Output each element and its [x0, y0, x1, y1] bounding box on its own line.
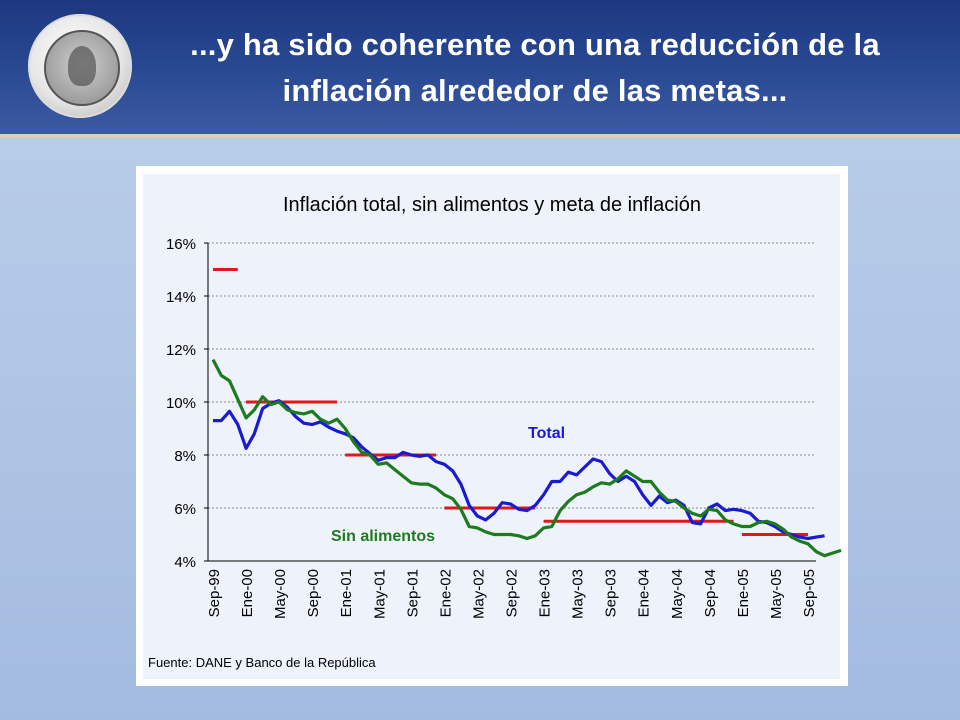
- series-line-sin-alimentos: [211, 358, 842, 558]
- x-tick-label: Sep-05: [801, 569, 818, 617]
- series-label-total: Total: [528, 425, 565, 442]
- y-axis-ticks: 4% 6% 8% 10% 12% 14% 16%: [166, 236, 816, 571]
- x-tick-label: Ene-00: [239, 569, 256, 617]
- chart-source: Fuente: DANE y Banco de la República: [148, 655, 376, 670]
- y-tick-label: 6%: [174, 501, 196, 518]
- meta-series: [213, 268, 808, 536]
- x-tick-label: Sep-02: [504, 569, 521, 617]
- x-tick-label: Sep-04: [702, 569, 719, 617]
- series-lines: [211, 358, 842, 558]
- x-tick-label: Ene-05: [735, 569, 752, 617]
- grid-lines: [208, 242, 816, 509]
- x-tick-label: Sep-99: [206, 569, 223, 617]
- x-tick-label: May-00: [272, 569, 289, 619]
- x-tick-label: May-03: [570, 569, 587, 619]
- y-tick-label: 4%: [174, 554, 196, 571]
- x-tick-label: May-02: [470, 569, 487, 619]
- header-divider: [0, 134, 960, 138]
- chart-title: Inflación total, sin alimentos y meta de…: [283, 194, 701, 216]
- x-tick-label: Sep-03: [603, 569, 620, 617]
- x-axis-ticks: Sep-99 Ene-00 May-00 Sep-00 Ene-01 May-01 Sep-…: [206, 569, 818, 619]
- y-tick-label: 10%: [166, 395, 196, 412]
- x-tick-label: Sep-01: [404, 569, 421, 617]
- slide-title-line-1: ...y ha sido coherente con una reducción…: [190, 27, 880, 62]
- y-tick-label: 12%: [166, 342, 196, 359]
- slide-header: [0, 0, 960, 134]
- x-tick-label: Sep-00: [305, 569, 322, 617]
- chart-area: [143, 174, 840, 679]
- slide-title-line-2: inflación alrededor de las metas...: [282, 73, 788, 108]
- seal-inner-ring: [44, 30, 120, 106]
- y-tick-label: 16%: [166, 236, 196, 253]
- x-tick-label: May-04: [669, 569, 686, 619]
- x-tick-label: May-05: [768, 569, 785, 619]
- slide-title: ...y ha sido coherente con una reducción…: [130, 22, 940, 114]
- x-tick-label: Ene-01: [338, 569, 355, 617]
- x-tick-label: Ene-03: [537, 569, 554, 617]
- banco-republica-seal-icon: [28, 14, 132, 118]
- seal-portrait: [68, 46, 96, 86]
- x-tick-label: Ene-02: [437, 569, 454, 617]
- series-label-sin-alimentos: Sin alimentos: [331, 528, 435, 545]
- series-line-total: [213, 399, 825, 541]
- x-tick-label: May-01: [371, 569, 388, 619]
- y-tick-label: 14%: [166, 289, 196, 306]
- y-tick-label: 8%: [174, 448, 196, 465]
- x-tick-label: Ene-04: [636, 569, 653, 617]
